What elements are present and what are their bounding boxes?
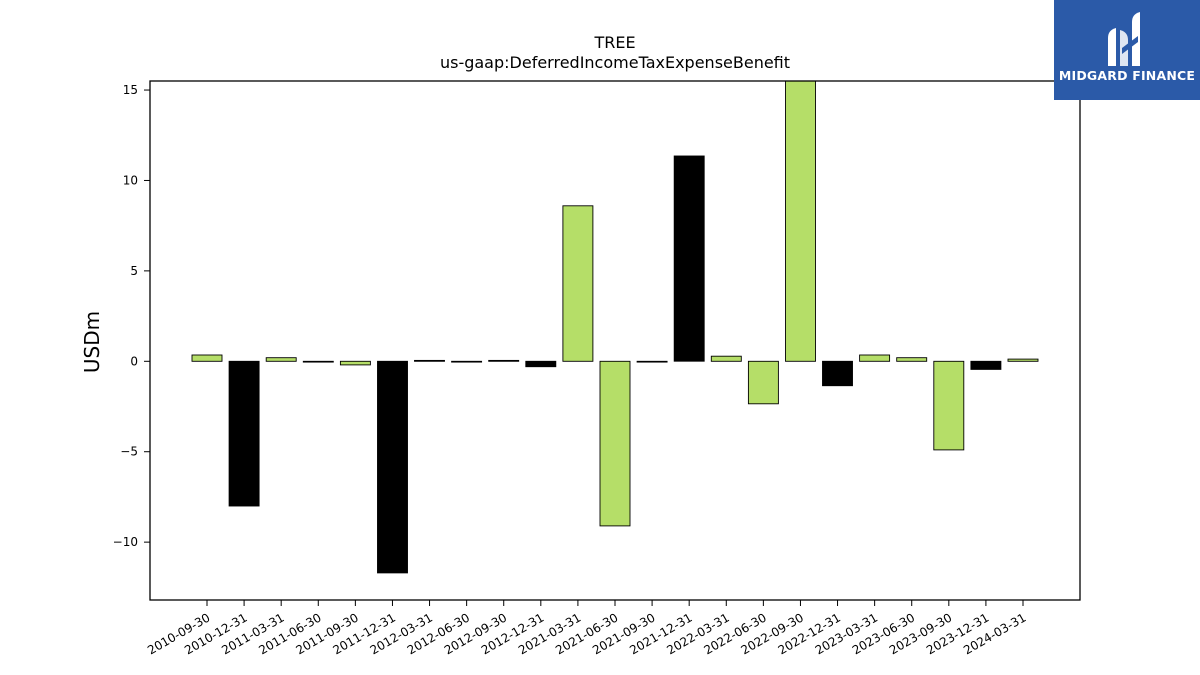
y-axis-label: USDm [80,311,104,373]
bar-2011-09-30 [339,360,371,366]
bar-2021-09-30 [636,360,668,363]
bar-2021-03-31 [562,205,594,362]
bar-2012-09-30 [488,359,520,362]
bar-2010-12-31 [228,360,260,507]
chart-subtitle: us-gaap:DeferredIncomeTaxExpenseBenefit [440,53,790,72]
bars-group [191,80,1039,574]
bar-2024-03-31 [1007,358,1039,362]
bar-2022-09-30 [785,80,816,362]
bar-2012-06-30 [451,360,483,363]
bar-2022-06-30 [747,360,779,405]
bar-2021-06-30 [599,360,631,527]
bar-2011-12-31 [377,360,408,574]
plot-frame [149,80,1081,601]
bar-2022-12-31 [822,360,853,387]
bar-2023-06-30 [896,357,928,362]
y-tick-label: 5 [130,264,138,278]
bar-2022-03-31 [710,355,742,362]
midgard-finance-logo: MIDGARD FINANCE [1054,0,1200,100]
x-ticks-group: 2010-09-302010-12-312011-03-312011-06-30… [145,600,1029,657]
bar-2011-03-31 [265,357,297,362]
y-tick-label: 10 [123,173,138,187]
y-tick-label: 15 [123,83,138,97]
bar-2023-12-31 [970,360,1002,370]
logo-text: MIDGARD FINANCE [1058,68,1196,83]
bar-2012-03-31 [414,359,445,362]
y-tick-label: −10 [113,535,138,549]
bar-2023-03-31 [859,354,891,362]
bar-2010-09-30 [191,354,223,362]
bar-2021-12-31 [673,155,705,362]
y-tick-label: −5 [120,445,138,459]
bar-2012-12-31 [525,360,557,368]
logo-mark-icon [1108,12,1140,66]
bar-2011-06-30 [302,360,334,363]
y-ticks-group: −10 −5 0 5 10 15 [113,83,150,549]
y-tick-label: 0 [130,354,138,368]
bar-2023-09-30 [933,360,965,451]
chart-title: TREE [593,33,635,52]
